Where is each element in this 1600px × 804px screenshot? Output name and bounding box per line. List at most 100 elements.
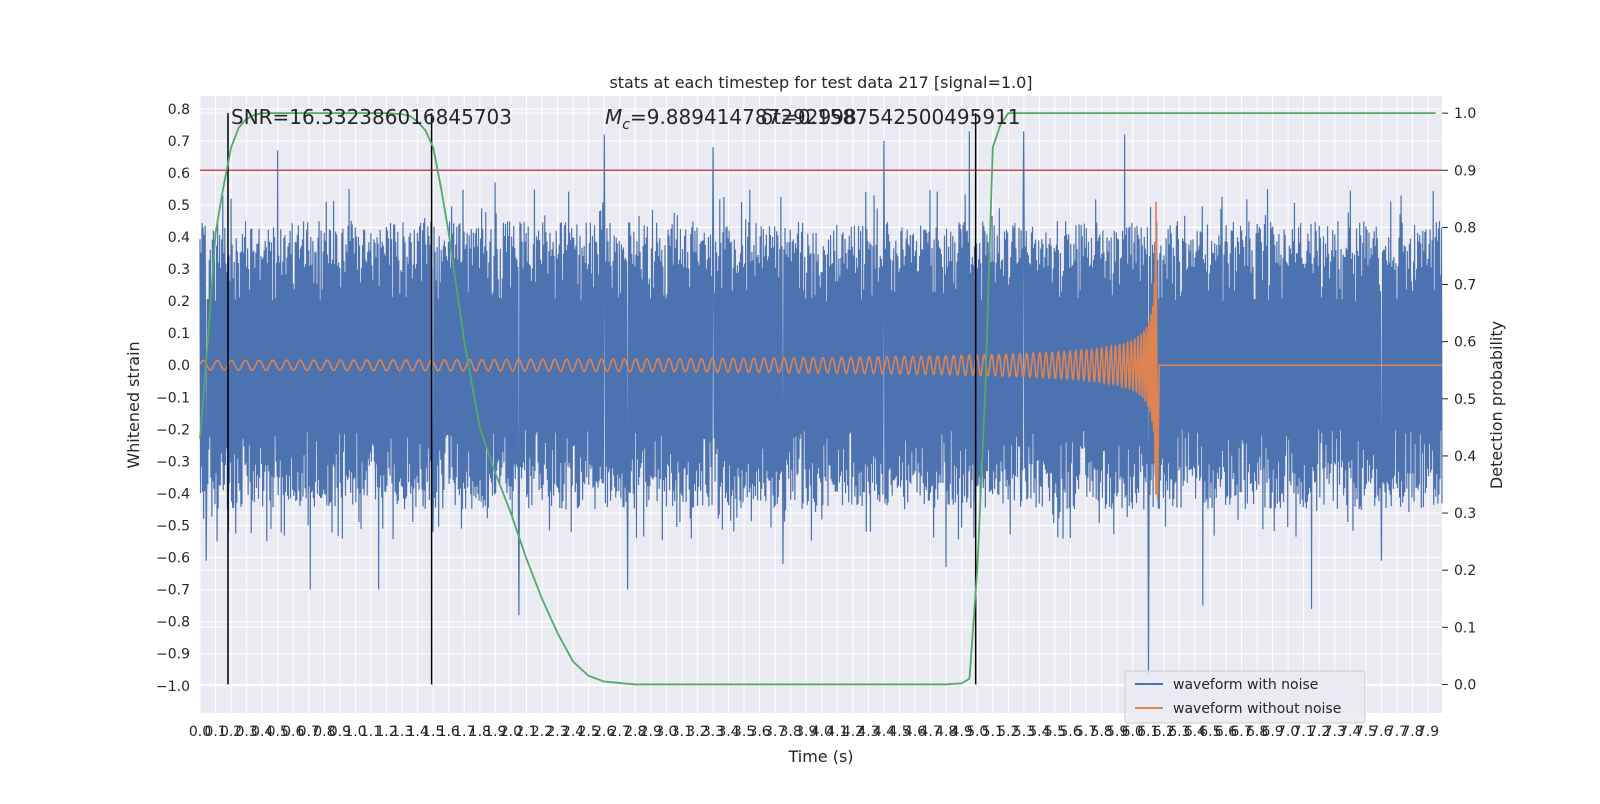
- x-tick-label: 3.9: [795, 724, 817, 740]
- x-tick-label: 7.2: [1308, 724, 1330, 740]
- x-tick-label: 7.1: [1293, 724, 1315, 740]
- y2-tick-label: 0.5: [1454, 392, 1476, 408]
- x-tick-label: 4.2: [842, 724, 864, 740]
- y2-axis-title: Detection probability: [1487, 321, 1506, 489]
- x-tick-label: 0.1: [204, 724, 226, 740]
- x-axis-title: Time (s): [787, 747, 853, 766]
- x-tick-label: 4.7: [919, 724, 941, 740]
- x-tick-label: 2.8: [624, 724, 646, 740]
- x-tick-label: 7.3: [1324, 724, 1346, 740]
- x-tick-label: 3.6: [748, 724, 770, 740]
- legend-label-clean: waveform without noise: [1173, 701, 1341, 717]
- y2-tick-label: 0.8: [1454, 220, 1476, 236]
- x-tick-label: 6.6: [1215, 724, 1237, 740]
- x-tick-label: 2.4: [562, 724, 584, 740]
- y-tick-label: −0.4: [156, 486, 190, 502]
- ticks-layer: −1.0 −0.9 −0.8 −0.7 −0.6 −0.5 −0.4 −0.3 −0.2 −0.1…: [156, 102, 1476, 740]
- x-tick-label: 7.7: [1386, 724, 1408, 740]
- x-tick-label: 3.7: [764, 724, 786, 740]
- y-tick-label: −0.5: [156, 518, 190, 534]
- x-tick-label: 7.5: [1355, 724, 1377, 740]
- x-tick-label: 4.1: [826, 724, 848, 740]
- y2-tick-label: 0.6: [1454, 335, 1476, 351]
- y2-tick-label: 0.9: [1454, 163, 1476, 179]
- y-tick-label: −0.9: [156, 647, 190, 663]
- x-tick-label: 2.1: [515, 724, 537, 740]
- x-tick-label: 4.9: [951, 724, 973, 740]
- legend-box: [1124, 670, 1366, 724]
- x-tick-label: 6.7: [1230, 724, 1252, 740]
- x-tick-label: 7.9: [1417, 724, 1439, 740]
- x-tick-label: 1.4: [406, 724, 428, 740]
- x-tick-label: 1.3: [391, 724, 413, 740]
- y-axis-title: Whitened strain: [124, 341, 143, 468]
- y-tick-label: 0.0: [168, 358, 190, 374]
- x-tick-label: 0.8: [313, 724, 335, 740]
- x-tick-label: 1.8: [469, 724, 491, 740]
- chart-title: stats at each timestep for test data 217…: [609, 73, 1032, 92]
- x-tick-label: 2.2: [531, 724, 553, 740]
- x-tick-label: 3.1: [671, 724, 693, 740]
- x-tick-label: 0.4: [251, 724, 273, 740]
- x-tick-label: 5.1: [982, 724, 1004, 740]
- y-tick-label: −1.0: [156, 679, 190, 695]
- x-tick-label: 5.4: [1028, 724, 1050, 740]
- delta-t-annotation: δt=0.1587542500495911: [761, 105, 1021, 129]
- series-waveform-without-noise: [199, 201, 1442, 500]
- x-tick-label: 1.5: [422, 724, 444, 740]
- x-tick-label: 5.2: [997, 724, 1019, 740]
- x-tick-label: 5.0: [966, 724, 988, 740]
- y-tick-label: −0.8: [156, 615, 190, 631]
- y-tick-label: 0.1: [168, 326, 190, 342]
- y-tick-label: 0.7: [168, 134, 190, 150]
- y-tick-label: −0.7: [156, 583, 190, 599]
- x-tick-label: 3.8: [780, 724, 802, 740]
- y2-tick-label: 0.1: [1454, 620, 1476, 636]
- x-tick-label: 2.7: [609, 724, 631, 740]
- y2-tick-label: 0.0: [1454, 677, 1476, 693]
- y-tick-label: −0.1: [156, 390, 190, 406]
- x-tick-label: 6.9: [1261, 724, 1283, 740]
- marks-layer: [199, 112, 1443, 686]
- x-tick-label: 6.4: [1184, 724, 1206, 740]
- x-tick-label: 2.9: [640, 724, 662, 740]
- x-tick-label: 7.4: [1339, 724, 1361, 740]
- x-tick-label: 3.4: [717, 724, 739, 740]
- x-tick-label: 7.8: [1401, 724, 1423, 740]
- x-tick-label: 1.9: [484, 724, 506, 740]
- series-waveform-with-noise: [199, 131, 1443, 677]
- x-tick-label: 4.3: [857, 724, 879, 740]
- y-tick-label: 0.8: [168, 102, 190, 118]
- x-tick-label: 6.2: [1153, 724, 1175, 740]
- y-tick-label: −0.6: [156, 551, 190, 567]
- x-tick-label: 0.7: [298, 724, 320, 740]
- y2-tick-label: 0.3: [1454, 506, 1476, 522]
- y-tick-label: 0.5: [168, 198, 190, 214]
- y-tick-label: 0.6: [168, 166, 190, 182]
- x-tick-label: 5.6: [1059, 724, 1081, 740]
- legend: waveform with noise waveform without noi…: [1124, 670, 1366, 724]
- x-tick-label: 3.5: [733, 724, 755, 740]
- x-tick-label: 6.5: [1199, 724, 1221, 740]
- x-tick-label: 3.0: [655, 724, 677, 740]
- x-tick-label: 5.8: [1090, 724, 1112, 740]
- x-tick-label: 0.9: [329, 724, 351, 740]
- y-tick-label: 0.4: [168, 230, 190, 246]
- x-tick-label: 5.3: [1013, 724, 1035, 740]
- x-tick-label: 4.0: [811, 724, 833, 740]
- y-tick-label: 0.2: [168, 294, 190, 310]
- x-tick-label: 7.6: [1370, 724, 1392, 740]
- y-tick-label: −0.2: [156, 422, 190, 438]
- x-tick-label: 0.2: [220, 724, 242, 740]
- series-detection-probability: [199, 112, 1436, 686]
- x-tick-label: 4.6: [904, 724, 926, 740]
- y2-tick-label: 0.4: [1454, 449, 1476, 465]
- x-tick-label: 7.0: [1277, 724, 1299, 740]
- legend-label-noise: waveform with noise: [1173, 677, 1318, 693]
- y-tick-label: −0.3: [156, 454, 190, 470]
- x-tick-label: 1.6: [438, 724, 460, 740]
- x-tick-label: 5.7: [1075, 724, 1097, 740]
- y2-tick-label: 1.0: [1454, 106, 1476, 122]
- x-tick-label: 4.5: [888, 724, 910, 740]
